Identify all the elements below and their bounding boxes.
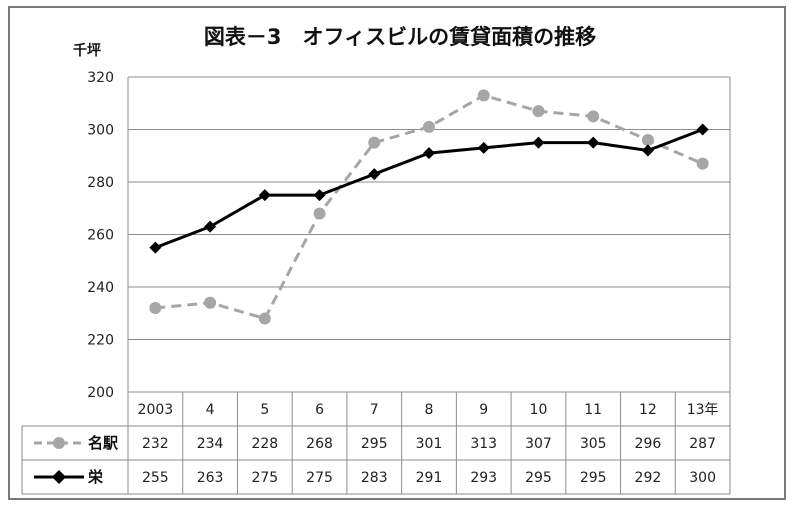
chart-title: 図表－3 オフィスビルの賃貸面積の推移	[204, 25, 596, 49]
y-tick-label: 200	[87, 385, 114, 401]
data-point	[532, 105, 545, 118]
table-value: 295	[361, 436, 388, 452]
legend-marker	[53, 437, 65, 449]
table-value: 295	[525, 470, 552, 486]
y-tick-label: 220	[87, 333, 114, 349]
table-value: 275	[306, 470, 333, 486]
legend-label: 名駅	[88, 434, 119, 452]
legend-marker	[52, 470, 66, 484]
x-tick-label: 5	[260, 402, 269, 418]
table-value: 283	[361, 470, 388, 486]
table-value: 313	[470, 436, 497, 452]
table-value: 305	[580, 436, 607, 452]
table-value: 268	[306, 436, 333, 452]
table-value: 234	[197, 436, 224, 452]
data-point	[532, 136, 545, 149]
y-tick-label: 260	[87, 228, 114, 244]
y-tick-label: 280	[87, 175, 114, 191]
data-point	[641, 134, 654, 146]
data-point	[587, 136, 600, 149]
data-point	[204, 296, 217, 309]
data-point	[313, 189, 326, 202]
table-value: 255	[142, 470, 169, 486]
data-point	[368, 136, 381, 149]
x-tick-label: 9	[479, 402, 488, 418]
x-tick-label: 2003	[138, 402, 174, 418]
data-point	[641, 144, 654, 157]
x-tick-label: 13年	[687, 402, 719, 418]
table-value: 275	[251, 470, 278, 486]
x-tick-label: 4	[206, 402, 215, 418]
data-point	[149, 302, 162, 314]
table-value: 293	[470, 470, 497, 486]
data-point	[368, 168, 381, 181]
x-tick-label: 7	[370, 402, 379, 418]
table-value: 291	[416, 470, 443, 486]
y-tick-label: 320	[87, 70, 114, 86]
table-value: 292	[635, 470, 662, 486]
data-point	[149, 241, 162, 254]
table-value: 287	[689, 436, 716, 452]
table-value: 296	[635, 436, 662, 452]
chart-frame	[8, 6, 786, 500]
data-point	[587, 110, 600, 123]
x-tick-label: 8	[425, 402, 434, 418]
table-value: 307	[525, 436, 552, 452]
data-point	[477, 141, 490, 154]
y-tick-label: 300	[87, 123, 114, 139]
table-value: 228	[251, 436, 278, 452]
data-point	[313, 207, 326, 220]
data-point	[423, 147, 435, 160]
table-value: 232	[142, 436, 169, 452]
data-point	[258, 312, 271, 325]
table-value: 263	[197, 470, 224, 486]
y-tick-label: 240	[87, 280, 114, 296]
x-tick-label: 12	[639, 402, 657, 418]
data-point	[477, 89, 490, 102]
x-tick-label: 6	[315, 402, 324, 418]
data-point	[204, 220, 217, 233]
table-value: 301	[416, 436, 443, 452]
data-point	[258, 189, 271, 202]
x-tick-label: 11	[584, 402, 602, 418]
table-value: 300	[689, 470, 716, 486]
legend-label: 栄	[87, 468, 104, 486]
data-point	[696, 123, 709, 136]
x-tick-label: 10	[530, 402, 548, 418]
data-point	[696, 157, 709, 170]
data-point	[423, 120, 435, 133]
y-axis-unit-label: 千坪	[73, 42, 101, 59]
marker-layer	[149, 89, 709, 325]
table-value: 295	[580, 470, 607, 486]
